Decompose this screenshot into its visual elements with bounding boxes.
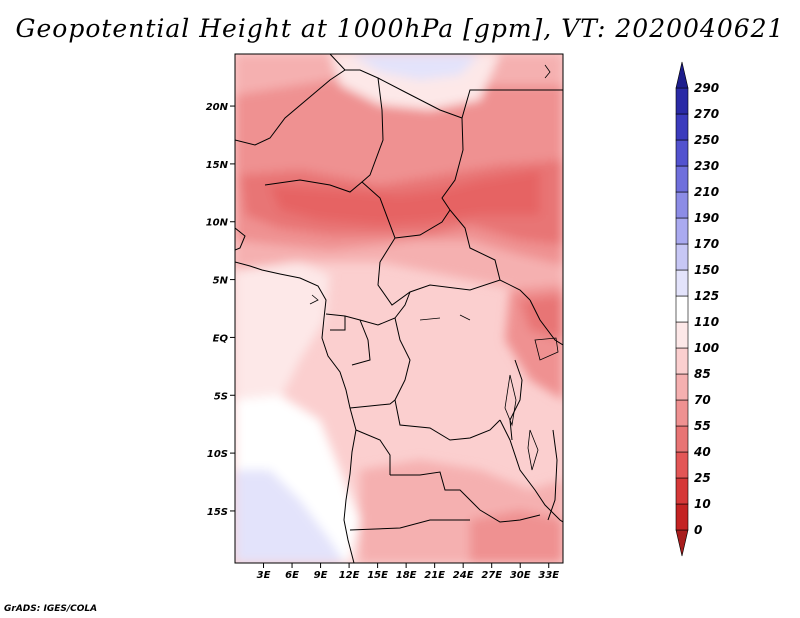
x-tick-label: 21E	[424, 570, 445, 581]
x-tick-label: 12E	[339, 570, 360, 581]
colorbar-swatch	[675, 217, 689, 245]
colorbar-swatch	[675, 373, 689, 401]
colorbar-label: 25	[694, 471, 711, 485]
colorbar-swatch	[675, 321, 689, 349]
colorbar-swatch	[675, 295, 689, 323]
colorbar-label: 70	[694, 393, 711, 407]
y-tick-label: 10S	[207, 449, 228, 460]
x-axis: 3E 6E 9E 12E 15E 18E 21E 24E 27E 30E 33E	[257, 563, 559, 581]
colorbar-label: 210	[694, 185, 719, 199]
colorbar-swatch	[675, 113, 689, 141]
plot-title: Geopotential Height at 1000hPa [gpm], VT…	[15, 14, 785, 43]
x-tick-label: 33E	[538, 570, 559, 581]
x-tick-label: 30E	[510, 570, 531, 581]
colorbar-swatch	[675, 61, 689, 89]
x-tick-label: 18E	[396, 570, 417, 581]
y-axis: 20N 15N 10N 5N EQ 5S 10S 15S	[206, 102, 235, 518]
y-tick-label: 20N	[206, 102, 229, 113]
y-tick-label: 10N	[206, 218, 229, 229]
colorbar-label: 55	[694, 419, 711, 433]
x-tick-label: 6E	[285, 570, 299, 581]
colorbar-label: 170	[694, 237, 719, 251]
colorbar-label: 190	[694, 211, 719, 225]
colorbar-label: 270	[694, 107, 719, 121]
colorbar-swatch	[675, 139, 689, 167]
colorbar-swatch	[675, 191, 689, 219]
colorbar-swatch	[675, 477, 689, 505]
map-frame	[234, 53, 564, 564]
y-tick-label: 5S	[214, 391, 228, 402]
colorbar-label: 100	[694, 341, 719, 355]
colorbar: 0 10 25 40 55 70 85 100 110 125 150 170 190 210 230 250…	[675, 61, 719, 557]
x-tick-label: 24E	[453, 570, 474, 581]
colorbar-swatch	[675, 269, 689, 297]
y-tick-label: 15S	[207, 507, 228, 518]
colorbar-label: 290	[694, 81, 719, 95]
colorbar-swatch	[675, 529, 689, 557]
colorbar-swatch	[675, 243, 689, 271]
y-tick-label: 5N	[213, 276, 229, 287]
colorbar-swatch	[675, 451, 689, 479]
colorbar-label: 125	[694, 289, 719, 303]
y-tick-label: EQ	[213, 333, 229, 344]
colorbar-swatch	[675, 87, 689, 115]
colorbar-label: 0	[694, 523, 702, 537]
colorbar-swatch	[675, 347, 689, 375]
colorbar-label: 85	[694, 367, 711, 381]
height-field	[235, 54, 563, 563]
colorbar-swatch	[675, 165, 689, 193]
x-tick-label: 9E	[314, 570, 328, 581]
colorbar-swatch	[675, 399, 689, 427]
colorbar-swatch	[675, 503, 689, 531]
colorbar-label: 40	[693, 445, 711, 459]
grads-credit: GrADS: IGES/COLA	[4, 604, 98, 614]
y-tick-label: 15N	[206, 160, 229, 171]
colorbar-label: 150	[694, 263, 719, 277]
colorbar-label: 110	[694, 315, 719, 329]
colorbar-label: 10	[694, 497, 711, 511]
colorbar-swatch	[675, 425, 689, 453]
x-tick-label: 3E	[257, 570, 271, 581]
colorbar-label: 250	[694, 133, 719, 147]
x-tick-label: 27E	[481, 570, 502, 581]
x-tick-label: 15E	[367, 570, 388, 581]
colorbar-label: 230	[694, 159, 719, 173]
